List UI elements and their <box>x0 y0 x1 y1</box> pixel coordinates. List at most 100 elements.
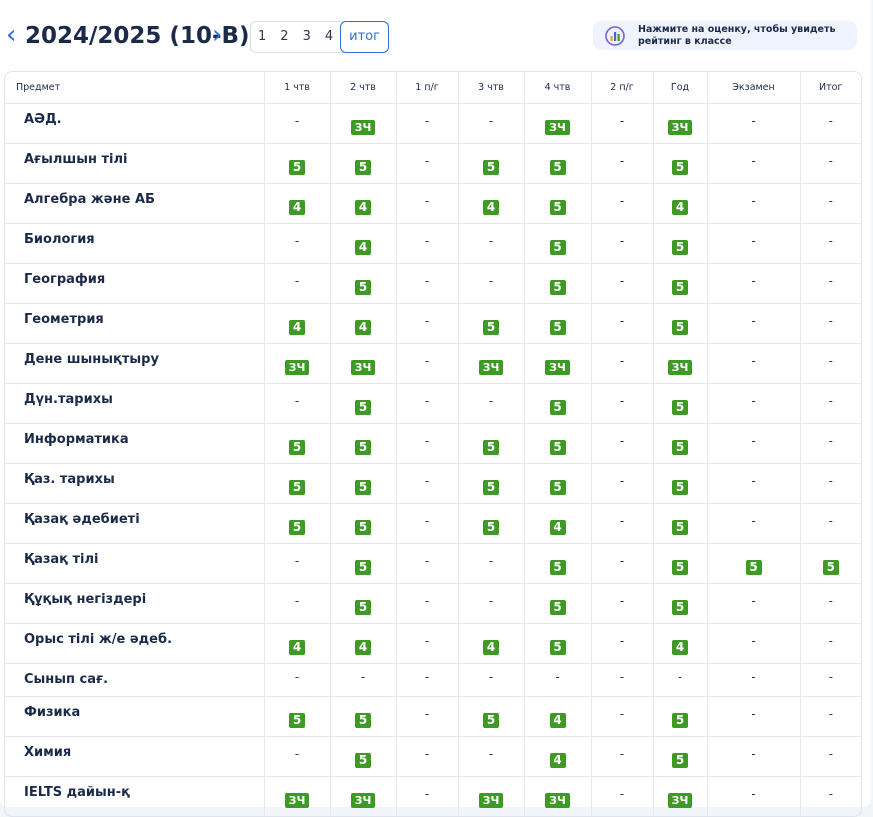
grade-badge[interactable]: 5 <box>355 480 371 495</box>
grade-badge[interactable]: 4 <box>355 640 371 655</box>
grade-badge[interactable]: 5 <box>355 560 371 575</box>
grade-badge[interactable]: ЗЧ <box>667 793 693 808</box>
grade-badge[interactable]: 5 <box>672 440 688 455</box>
grade-badge[interactable]: 5 <box>672 600 688 615</box>
grade-cell: 5 <box>457 503 524 544</box>
grade-badge[interactable]: 4 <box>355 240 371 255</box>
grade-badge[interactable]: ЗЧ <box>478 360 504 375</box>
grade-badge[interactable]: ЗЧ <box>350 360 376 375</box>
grade-badge[interactable]: 5 <box>549 640 566 655</box>
grade-badge[interactable]: 4 <box>483 640 499 655</box>
period-tab[interactable]: 2 <box>280 29 289 44</box>
grade-badge[interactable]: ЗЧ <box>350 120 376 135</box>
grade-badge[interactable]: 5 <box>289 713 305 728</box>
grade-badge[interactable]: 4 <box>549 713 566 728</box>
grade-badge[interactable]: 5 <box>355 520 371 535</box>
no-grade: - <box>424 233 430 248</box>
grade-cell: 4 <box>523 736 591 777</box>
grade-badge[interactable]: 5 <box>483 480 499 495</box>
grade-badge[interactable]: 5 <box>672 280 688 295</box>
grade-badge[interactable]: 5 <box>289 480 305 495</box>
grade-badge[interactable]: 5 <box>549 280 566 295</box>
grade-badge[interactable]: 5 <box>355 753 371 768</box>
grade-badge[interactable]: 5 <box>483 713 499 728</box>
no-grade: - <box>294 273 300 288</box>
grade-badge[interactable]: 5 <box>549 440 566 455</box>
no-grade: - <box>828 313 833 328</box>
prev-year[interactable]: ‹ <box>6 20 17 50</box>
no-grade: - <box>751 393 756 408</box>
grade-badge[interactable]: 5 <box>672 753 688 768</box>
grade-badge[interactable]: 5 <box>355 280 371 295</box>
grade-badge[interactable]: 5 <box>672 520 688 535</box>
grade-badge[interactable]: 4 <box>355 200 371 215</box>
grade-badge[interactable]: 5 <box>289 520 305 535</box>
grade-badge[interactable]: 5 <box>549 480 566 495</box>
next-year[interactable]: › <box>212 20 223 50</box>
grade-badge[interactable]: 5 <box>549 320 566 335</box>
grade-badge[interactable]: ЗЧ <box>667 360 693 375</box>
grade-badge[interactable]: 5 <box>549 160 566 175</box>
grade-badge[interactable]: 5 <box>822 560 839 575</box>
period-tab[interactable]: 3 <box>302 29 311 44</box>
grade-badge[interactable]: 5 <box>672 320 688 335</box>
grade-cell: - <box>590 263 653 304</box>
grade-badge[interactable]: ЗЧ <box>667 120 693 135</box>
grade-badge[interactable]: 5 <box>483 520 499 535</box>
period-tab[interactable]: итог <box>340 21 389 53</box>
grade-badge[interactable]: 5 <box>289 160 305 175</box>
period-tab[interactable]: 4 <box>324 29 334 44</box>
grade-badge[interactable]: 5 <box>549 560 566 575</box>
grade-badge[interactable]: ЗЧ <box>545 793 570 808</box>
subject-name: Сынып сағ. <box>5 663 264 697</box>
grade-badge[interactable]: 5 <box>355 600 371 615</box>
grade-badge[interactable]: ЗЧ <box>350 793 376 808</box>
grade-badge[interactable]: 5 <box>672 713 688 728</box>
grade-badge[interactable]: ЗЧ <box>478 793 504 808</box>
grade-badge[interactable]: 4 <box>483 200 499 215</box>
grade-badge[interactable]: 4 <box>355 320 371 335</box>
grade-badge[interactable]: 5 <box>483 320 499 335</box>
grade-badge[interactable]: 5 <box>355 440 371 455</box>
no-grade: - <box>751 670 756 684</box>
grade-badge[interactable]: ЗЧ <box>284 793 310 808</box>
grade-badge[interactable]: 5 <box>672 400 688 415</box>
grade-badge[interactable]: 4 <box>289 200 305 215</box>
grade-cell: - <box>395 776 458 816</box>
grade-badge[interactable]: 5 <box>672 160 688 175</box>
grade-badge[interactable]: ЗЧ <box>545 120 570 135</box>
grade-badge[interactable]: 4 <box>289 320 305 335</box>
grade-cell: - <box>395 343 458 384</box>
grade-badge[interactable]: 5 <box>355 400 371 415</box>
grade-badge[interactable]: 5 <box>672 240 688 255</box>
grade-badge[interactable]: 5 <box>483 160 499 175</box>
grade-badge[interactable]: 4 <box>672 640 688 655</box>
grade-badge[interactable]: 4 <box>289 640 305 655</box>
grade-badge[interactable]: 5 <box>549 200 566 215</box>
grade-cell: - <box>799 736 861 777</box>
grade-badge[interactable]: 4 <box>672 200 688 215</box>
no-grade: - <box>488 113 494 128</box>
grade-badge[interactable]: 5 <box>672 480 688 495</box>
grade-cell: 5 <box>523 223 591 264</box>
grade-cell: - <box>799 663 861 697</box>
grade-badge[interactable]: 5 <box>483 440 499 455</box>
grade-badge[interactable]: 5 <box>672 560 688 575</box>
grade-badge[interactable]: ЗЧ <box>284 360 310 375</box>
grade-badge[interactable]: 5 <box>745 560 762 575</box>
no-grade: - <box>828 273 833 288</box>
period-tab[interactable]: 1 <box>258 29 267 44</box>
grade-badge[interactable]: 5 <box>289 440 305 455</box>
grade-cell: - <box>395 183 458 224</box>
grade-badge[interactable]: 5 <box>549 600 566 615</box>
grade-badge[interactable]: 5 <box>355 160 371 175</box>
grade-cell: 5 <box>652 303 707 344</box>
grade-badge[interactable]: 5 <box>355 713 371 728</box>
grade-badge[interactable]: 4 <box>549 753 566 768</box>
grade-badge[interactable]: 4 <box>549 520 566 535</box>
grade-badge[interactable]: 5 <box>549 240 566 255</box>
subject-name: Құқық негіздері <box>5 583 264 624</box>
grade-badge[interactable]: 5 <box>549 400 566 415</box>
grade-badge[interactable]: ЗЧ <box>545 360 570 375</box>
grade-cell: - <box>395 383 458 424</box>
